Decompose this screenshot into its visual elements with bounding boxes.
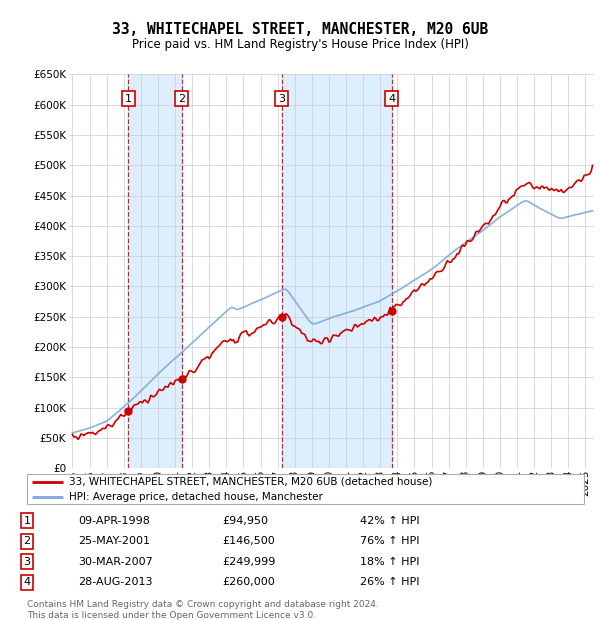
Text: 33, WHITECHAPEL STREET, MANCHESTER, M20 6UB: 33, WHITECHAPEL STREET, MANCHESTER, M20 …	[112, 22, 488, 37]
Text: £146,500: £146,500	[222, 536, 275, 546]
Text: HPI: Average price, detached house, Manchester: HPI: Average price, detached house, Manc…	[69, 492, 323, 502]
Text: £260,000: £260,000	[222, 577, 275, 587]
Text: 33, WHITECHAPEL STREET, MANCHESTER, M20 6UB (detached house): 33, WHITECHAPEL STREET, MANCHESTER, M20 …	[69, 477, 433, 487]
Bar	[282, 74, 392, 468]
Text: £94,950: £94,950	[222, 516, 268, 526]
Text: 2: 2	[178, 94, 185, 104]
Text: 30-MAR-2007: 30-MAR-2007	[78, 557, 153, 567]
Text: 2: 2	[23, 536, 31, 546]
Text: 4: 4	[23, 577, 31, 587]
Text: 42% ↑ HPI: 42% ↑ HPI	[360, 516, 419, 526]
Text: 09-APR-1998: 09-APR-1998	[78, 516, 150, 526]
Text: 4: 4	[388, 94, 395, 104]
FancyBboxPatch shape	[27, 474, 584, 504]
Text: 1: 1	[23, 516, 31, 526]
Text: 26% ↑ HPI: 26% ↑ HPI	[360, 577, 419, 587]
Text: £249,999: £249,999	[222, 557, 275, 567]
Text: 1: 1	[125, 94, 132, 104]
Text: 28-AUG-2013: 28-AUG-2013	[78, 577, 152, 587]
Text: 3: 3	[278, 94, 285, 104]
Text: Contains HM Land Registry data © Crown copyright and database right 2024.
This d: Contains HM Land Registry data © Crown c…	[27, 600, 379, 620]
Text: 25-MAY-2001: 25-MAY-2001	[78, 536, 150, 546]
Text: 3: 3	[23, 557, 31, 567]
Text: 76% ↑ HPI: 76% ↑ HPI	[360, 536, 419, 546]
Text: 18% ↑ HPI: 18% ↑ HPI	[360, 557, 419, 567]
Bar	[128, 74, 182, 468]
Text: Price paid vs. HM Land Registry's House Price Index (HPI): Price paid vs. HM Land Registry's House …	[131, 38, 469, 51]
